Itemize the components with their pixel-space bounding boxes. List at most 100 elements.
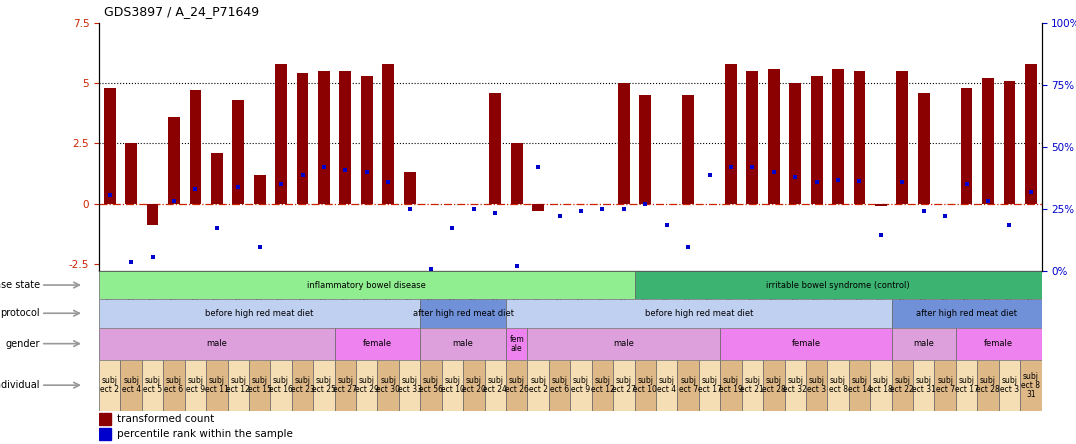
Bar (313, 360, 335, 411)
Bar (527, 328, 720, 360)
Text: transformed count: transformed count (117, 414, 214, 424)
Text: female: female (791, 339, 821, 348)
Text: subj
ect 17: subj ect 17 (697, 376, 722, 394)
Text: disease state: disease state (0, 280, 40, 290)
Bar (103, 88, 115, 204)
Text: subj
ect 22: subj ect 22 (891, 376, 915, 394)
Bar (725, 63, 737, 204)
Bar (639, 95, 651, 204)
Bar (896, 71, 908, 204)
Text: subj
ect 12: subj ect 12 (591, 376, 614, 394)
Bar (635, 360, 656, 411)
Bar (404, 172, 415, 204)
Bar (99, 299, 421, 328)
Text: individual: individual (0, 380, 40, 390)
Bar (533, 204, 544, 211)
Bar (810, 76, 822, 204)
Bar (99, 271, 635, 299)
Text: after high red meat diet: after high red meat diet (413, 309, 513, 318)
Bar (849, 360, 870, 411)
Text: subj
ect 31: subj ect 31 (911, 376, 936, 394)
Text: fem
ale: fem ale (509, 335, 524, 353)
Bar (698, 360, 720, 411)
Bar (232, 100, 244, 204)
Bar (275, 63, 287, 204)
Bar (490, 93, 501, 204)
Bar (678, 360, 698, 411)
Bar (635, 271, 1042, 299)
Bar (618, 83, 629, 204)
Bar (99, 428, 111, 440)
Text: male: male (613, 339, 634, 348)
Bar (720, 328, 892, 360)
Text: subj
ect 12: subj ect 12 (226, 376, 250, 394)
Bar (297, 73, 309, 204)
Bar (511, 143, 523, 204)
Bar (99, 360, 121, 411)
Bar (399, 360, 421, 411)
Text: subj
ect 56: subj ect 56 (419, 376, 443, 394)
Bar (506, 328, 527, 360)
Bar (270, 360, 292, 411)
Text: subj
ect 9: subj ect 9 (186, 376, 204, 394)
Text: subj
ect 14: subj ect 14 (848, 376, 872, 394)
Bar (918, 93, 930, 204)
Bar (506, 360, 527, 411)
Text: inflammatory bowel disease: inflammatory bowel disease (308, 281, 426, 289)
Bar (99, 413, 111, 424)
Text: before high red meat diet: before high red meat diet (206, 309, 314, 318)
Text: subj
ect 19: subj ect 19 (719, 376, 742, 394)
Text: subj
ect 6: subj ect 6 (165, 376, 184, 394)
Text: subj
ect 7: subj ect 7 (936, 376, 954, 394)
Bar (955, 360, 977, 411)
Bar (335, 360, 356, 411)
Bar (768, 68, 780, 204)
Bar (656, 360, 678, 411)
Bar (185, 360, 207, 411)
Text: subj
ect 18: subj ect 18 (869, 376, 893, 394)
Bar (335, 328, 421, 360)
Bar (999, 360, 1020, 411)
Text: subj
ect 27: subj ect 27 (612, 376, 636, 394)
Text: subj
ect 15: subj ect 15 (247, 376, 271, 394)
Text: subj
ect 3: subj ect 3 (807, 376, 826, 394)
Bar (356, 360, 378, 411)
Bar (463, 360, 484, 411)
Text: subj
ect 3: subj ect 3 (1000, 376, 1019, 394)
Bar (955, 328, 1042, 360)
Text: subj
ect 25: subj ect 25 (312, 376, 336, 394)
Bar (360, 76, 372, 204)
Text: male: male (453, 339, 473, 348)
Text: subj
ect 6: subj ect 6 (550, 376, 569, 394)
Bar (125, 143, 137, 204)
Bar (339, 71, 351, 204)
Bar (378, 360, 399, 411)
Bar (977, 360, 999, 411)
Bar (484, 360, 506, 411)
Bar (549, 360, 570, 411)
Text: subj
ect 33: subj ect 33 (398, 376, 422, 394)
Bar (613, 360, 635, 411)
Bar (1004, 80, 1016, 204)
Bar (421, 360, 442, 411)
Bar (527, 360, 549, 411)
Text: subj
ect 11: subj ect 11 (204, 376, 229, 394)
Text: subj
ect 8
31: subj ect 8 31 (1021, 372, 1040, 399)
Bar (747, 71, 759, 204)
Bar (146, 204, 158, 226)
Bar (382, 63, 394, 204)
Text: gender: gender (5, 339, 40, 349)
Bar (914, 360, 934, 411)
Text: subj
ect 16: subj ect 16 (269, 376, 293, 394)
Bar (207, 360, 227, 411)
Bar (506, 299, 892, 328)
Bar (790, 83, 802, 204)
Bar (318, 71, 330, 204)
Bar (421, 299, 506, 328)
Text: subj
ect 17: subj ect 17 (954, 376, 978, 394)
Text: subj
ect 30: subj ect 30 (377, 376, 400, 394)
Text: subj
ect 32: subj ect 32 (783, 376, 807, 394)
Text: before high red meat diet: before high red meat diet (645, 309, 753, 318)
Text: subj
ect 4: subj ect 4 (122, 376, 141, 394)
Bar (961, 88, 973, 204)
